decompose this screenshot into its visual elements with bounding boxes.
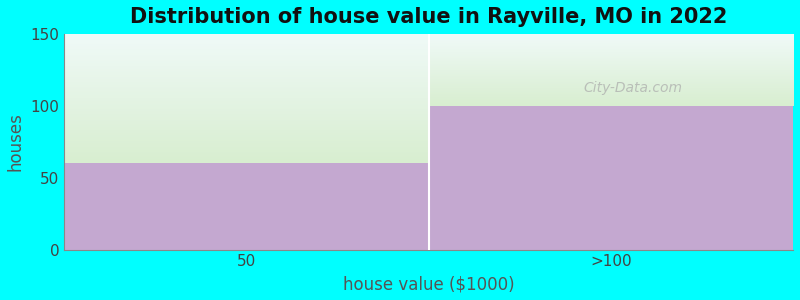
Y-axis label: houses: houses — [7, 112, 25, 171]
X-axis label: house value ($1000): house value ($1000) — [343, 275, 514, 293]
Title: Distribution of house value in Rayville, MO in 2022: Distribution of house value in Rayville,… — [130, 7, 727, 27]
Text: City-Data.com: City-Data.com — [583, 81, 682, 95]
Bar — [64, 164, 429, 250]
Bar — [429, 106, 793, 250]
